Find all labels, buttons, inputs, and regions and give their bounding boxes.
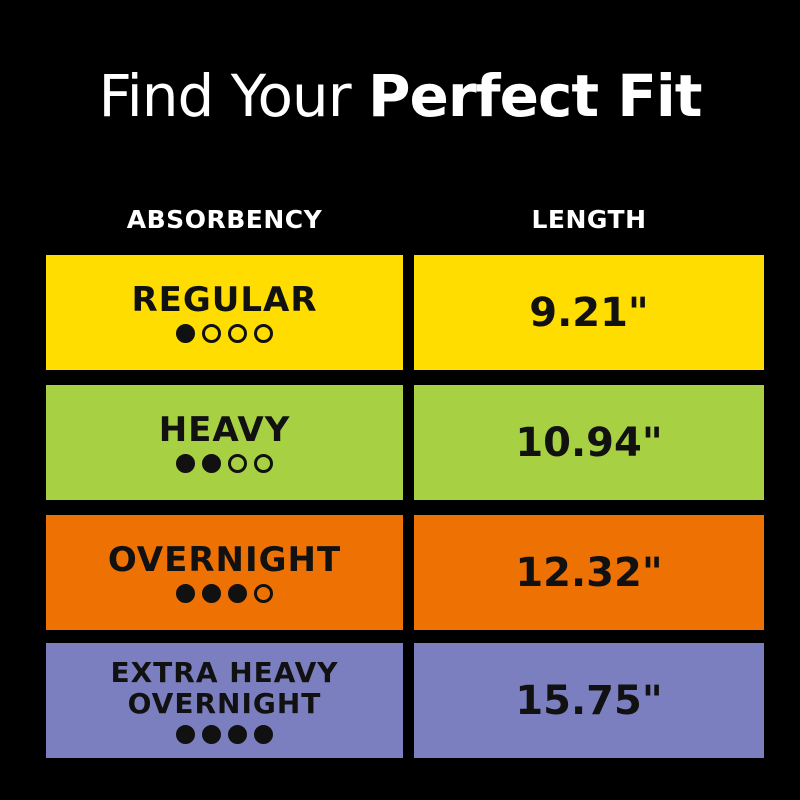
filled-dot-icon (202, 454, 221, 473)
header-absorbency: ABSORBENCY (126, 205, 323, 234)
length-cell-extra-heavy-overnight: 15.75" (414, 643, 764, 758)
filled-dot-icon (228, 725, 247, 744)
filled-dot-icon (176, 584, 195, 603)
absorbency-name-line1: EXTRA HEAVY (110, 656, 339, 689)
absorbency-level-dots (176, 454, 273, 473)
empty-dot-icon (202, 324, 221, 343)
length-cell-heavy: 10.94" (414, 385, 764, 500)
empty-dot-icon (254, 584, 273, 603)
filled-dot-icon (176, 454, 195, 473)
absorbency-cell-extra-heavy-overnight: EXTRA HEAVY OVERNIGHT (46, 643, 403, 758)
empty-dot-icon (228, 324, 247, 343)
absorbency-cell-regular: REGULAR (46, 255, 403, 370)
absorbency-cell-heavy: HEAVY (46, 385, 403, 500)
empty-dot-icon (228, 454, 247, 473)
absorbency-level-dots (176, 584, 273, 603)
filled-dot-icon (176, 324, 195, 343)
absorbency-name: OVERNIGHT (107, 540, 342, 580)
length-cell-regular: 9.21" (414, 255, 764, 370)
page-title: Find Your Perfect Fit (0, 62, 800, 130)
length-cell-overnight: 12.32" (414, 515, 764, 630)
filled-dot-icon (202, 725, 221, 744)
absorbency-name: REGULAR (131, 280, 318, 320)
absorbency-name-line2: OVERNIGHT (127, 687, 322, 720)
absorbency-cell-overnight: OVERNIGHT (46, 515, 403, 630)
empty-dot-icon (254, 324, 273, 343)
filled-dot-icon (176, 725, 195, 744)
empty-dot-icon (254, 454, 273, 473)
filled-dot-icon (254, 725, 273, 744)
filled-dot-icon (228, 584, 247, 603)
title-light: Find Your (98, 62, 351, 130)
absorbency-name: HEAVY (158, 410, 291, 450)
header-length: LENGTH (531, 205, 647, 234)
title-bold: Perfect Fit (367, 62, 703, 130)
filled-dot-icon (202, 584, 221, 603)
absorbency-level-dots (176, 725, 273, 744)
absorbency-level-dots (176, 324, 273, 343)
